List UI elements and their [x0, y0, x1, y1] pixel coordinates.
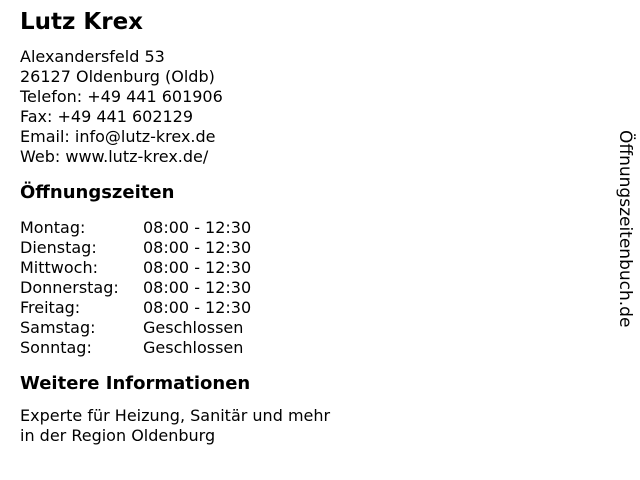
day-label: Donnerstag: [20, 278, 119, 297]
watermark-brand: Öffnungszeitenbuch.de [615, 130, 635, 328]
description-line: Experte für Heizung, Sanitär und mehr [20, 406, 331, 425]
opening-hours-row-tuesday: Dienstag: 08:00 - 12:30 [20, 238, 330, 258]
opening-hours-row-wednesday: Mittwoch: 08:00 - 12:30 [20, 258, 330, 278]
opening-hours-heading: Öffnungszeiten [20, 182, 175, 203]
fax-line: Fax: +49 441 602129 [20, 107, 194, 126]
address-city-line: 26127 Oldenburg (Oldb) [20, 67, 215, 86]
opening-hours-row-monday: Montag: 08:00 - 12:30 [20, 218, 330, 238]
opening-hours-row-thursday: Donnerstag: 08:00 - 12:30 [20, 278, 330, 298]
hours-value: 08:00 - 12:30 [143, 238, 252, 257]
hours-value: 08:00 - 12:30 [143, 258, 252, 277]
opening-hours-row-sunday: Sonntag: Geschlossen [20, 338, 330, 358]
business-description: Experte für Heizung, Sanitär und mehr in… [20, 406, 330, 446]
hours-value: 08:00 - 12:30 [143, 278, 252, 297]
day-label: Freitag: [20, 298, 81, 317]
day-label: Dienstag: [20, 238, 97, 257]
day-label: Montag: [20, 218, 86, 237]
phone-line: Telefon: +49 441 601906 [20, 87, 223, 106]
day-label: Samstag: [20, 318, 96, 337]
opening-hours-row-friday: Freitag: 08:00 - 12:30 [20, 298, 330, 318]
more-info-heading: Weitere Informationen [20, 373, 251, 394]
hours-value: Geschlossen [143, 338, 244, 357]
hours-value: Geschlossen [143, 318, 244, 337]
description-line: in der Region Oldenburg [20, 426, 216, 445]
web-line: Web: www.lutz-krex.de/ [20, 147, 209, 166]
opening-hours-row-saturday: Samstag: Geschlossen [20, 318, 330, 338]
address-street-line: Alexandersfeld 53 [20, 47, 165, 66]
business-name: Lutz Krex [20, 9, 144, 35]
opening-hours-table: Montag: 08:00 - 12:30 Dienstag: 08:00 - 12… [20, 218, 330, 358]
hours-value: 08:00 - 12:30 [143, 298, 252, 317]
day-label: Mittwoch: [20, 258, 98, 277]
business-card: Lutz Krex Alexandersfeld 53 26127 Oldenb… [20, 10, 330, 446]
day-label: Sonntag: [20, 338, 92, 357]
email-line: Email: info@lutz-krex.de [20, 127, 216, 146]
hours-value: 08:00 - 12:30 [143, 218, 252, 237]
contact-block: Alexandersfeld 53 26127 Oldenburg (Oldb)… [20, 47, 330, 167]
